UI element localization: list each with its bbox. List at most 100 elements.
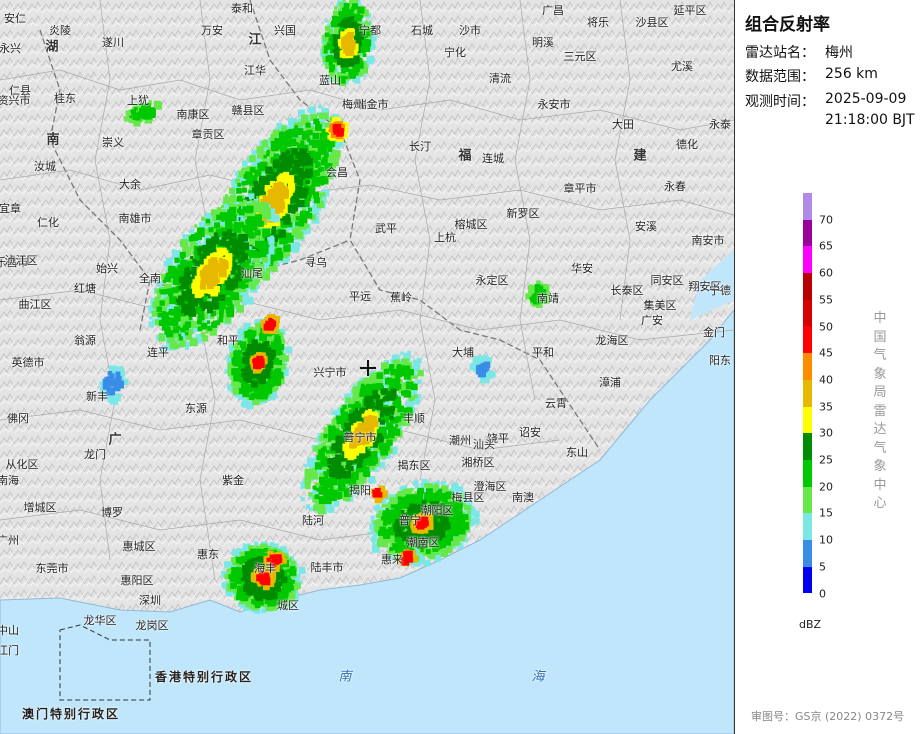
echo-pixel [344, 17, 351, 24]
echo-pixel [318, 112, 325, 120]
echo-pixel [327, 74, 335, 82]
echo-pixel [320, 148, 328, 155]
echo-pixel [325, 60, 331, 66]
echo-pixel [237, 268, 245, 276]
echo-pixel [330, 56, 336, 62]
echo-pixel [268, 349, 277, 358]
echo-pixel [261, 157, 267, 163]
echo-pixel [307, 458, 312, 463]
echo-pixel [273, 153, 280, 159]
echo-pixel [321, 145, 327, 151]
echo-pixel [218, 219, 226, 227]
echo-pixel [190, 302, 194, 307]
echo-pixel [227, 384, 233, 390]
echo-pixel [182, 324, 189, 331]
radar-map: 湖江南福建广安仁 炎陵 泰和 兴国 宁都 石城 广昌 将乐 沙县区 延平区 永兴 遂川 万安 宁化 明溪 三元… [0, 0, 735, 734]
echo-pixel [242, 220, 247, 226]
echo-pixel [243, 227, 248, 231]
echo-pixel [322, 112, 329, 120]
echo-pixel [210, 287, 219, 295]
echo-pixel [279, 242, 287, 249]
echo-pixel [227, 369, 234, 377]
echo-pixel [299, 173, 305, 179]
echo-pixel [333, 150, 341, 158]
echo-pixel [321, 155, 325, 159]
echo-pixel [267, 377, 273, 384]
echo-pixel [274, 260, 278, 265]
echo-pixel [255, 251, 262, 258]
echo-pixel [273, 344, 282, 352]
echo-pixel [252, 264, 260, 272]
echo-pixel [157, 293, 162, 298]
echo-pixel [152, 301, 160, 309]
echo-pixel [296, 128, 304, 136]
echo-pixel [200, 332, 206, 337]
echo-pixel [184, 269, 189, 273]
echo-pixel [284, 165, 291, 171]
echo-pixel [183, 271, 191, 278]
echo-pixel [276, 143, 283, 150]
echo-pixel [242, 199, 247, 204]
echo-pixel [169, 274, 174, 279]
echo-pixel [342, 0, 346, 2]
echo-pixel [252, 256, 260, 264]
echo-pixel [170, 331, 177, 338]
echo-pixel [263, 346, 267, 350]
echo-pixel [210, 209, 218, 216]
echo-pixel [255, 363, 262, 370]
echo-pixel [238, 333, 245, 340]
echo-pixel [263, 237, 270, 243]
echo-pixel [278, 230, 286, 238]
echo-pixel [167, 327, 171, 331]
echo-pixel [281, 175, 289, 183]
echo-pixel [325, 19, 329, 23]
echo-pixel [284, 132, 291, 140]
echo-pixel [328, 140, 335, 148]
echo-pixel [241, 300, 247, 306]
echo-pixel [341, 45, 345, 49]
echo-pixel [258, 190, 266, 198]
echo-pixel [333, 35, 341, 42]
echo-pixel [303, 225, 311, 234]
echo-pixel [357, 57, 363, 63]
echo-pixel [274, 189, 279, 194]
echo-pixel [359, 20, 364, 26]
echo-pixel [215, 320, 221, 325]
echo-pixel [222, 261, 228, 267]
echo-pixel [297, 118, 302, 124]
echo-pixel [306, 138, 311, 143]
echo-pixel [189, 240, 197, 248]
echo-pixel [310, 126, 315, 130]
echo-pixel [223, 196, 231, 204]
echo-pixel [272, 129, 281, 137]
echo-pixel [341, 32, 347, 38]
echo-pixel [182, 281, 190, 290]
echo-pixel [303, 200, 310, 208]
echo-pixel [262, 273, 271, 281]
echo-pixel [207, 326, 213, 331]
echo-pixel [258, 178, 265, 185]
echo-pixel [234, 369, 243, 377]
echo-pixel [202, 277, 210, 284]
echo-pixel [323, 152, 329, 158]
echo-pixel [316, 176, 321, 181]
echo-pixel [283, 155, 290, 162]
echo-pixel [278, 351, 283, 356]
echo-pixel [212, 215, 218, 222]
echo-pixel [180, 327, 186, 333]
echo-pixel [310, 192, 315, 196]
echo-pixel [340, 24, 349, 33]
echo-pixel [165, 257, 174, 265]
echo-pixel [246, 205, 254, 213]
echo-pixel [242, 374, 250, 382]
echo-pixel [231, 280, 239, 288]
echo-pixel [260, 343, 265, 347]
echo-pixel [232, 386, 241, 395]
echo-pixel [240, 341, 247, 348]
echo-pixel [231, 357, 238, 364]
echo-pixel [310, 113, 318, 121]
echo-pixel [281, 189, 289, 198]
echo-pixel [268, 202, 274, 208]
echo-pixel [261, 202, 269, 210]
echo-pixel [346, 58, 355, 67]
